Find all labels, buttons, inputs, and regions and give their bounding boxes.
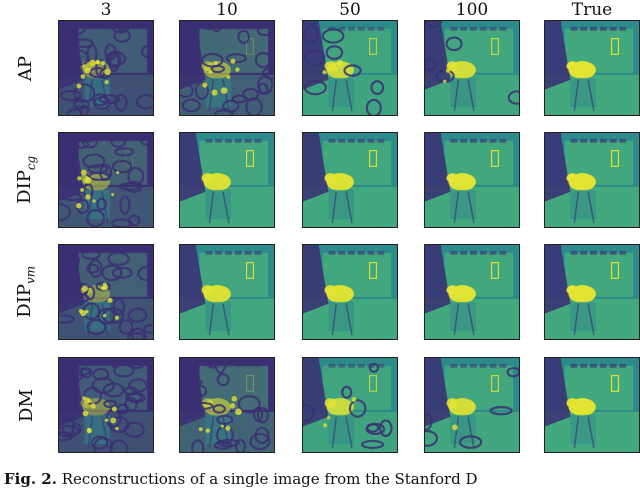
- reconstruction-image: [545, 21, 639, 115]
- reconstruction-tile: [302, 132, 398, 228]
- reconstruction-tile: [544, 244, 640, 340]
- reconstruction-tile: [424, 357, 520, 453]
- row-label-ap: AP: [15, 55, 37, 81]
- reconstruction-tile: [58, 244, 154, 340]
- row-label-dip-cg: DIPcg: [14, 155, 38, 205]
- reconstruction-image: [303, 358, 397, 452]
- reconstruction-tile: [544, 357, 640, 453]
- reconstruction-tile: [58, 20, 154, 116]
- reconstruction-image: [425, 245, 519, 339]
- reconstruction-tile: [179, 244, 275, 340]
- reconstruction-tile: [302, 244, 398, 340]
- row-label-dip-vm: DIPvm: [14, 266, 38, 318]
- figure-caption: Fig. 2. Reconstructions of a single imag…: [4, 470, 640, 488]
- reconstruction-tile: [424, 132, 520, 228]
- col-header-10: 10: [216, 0, 238, 20]
- reconstruction-image: [59, 358, 153, 452]
- reconstruction-tile: [302, 20, 398, 116]
- caption-label: Fig. 2.: [4, 470, 57, 488]
- col-header-100: 100: [455, 0, 489, 20]
- reconstruction-tile: [179, 357, 275, 453]
- reconstruction-image: [180, 21, 274, 115]
- row-label-dm: DM: [15, 388, 37, 422]
- reconstruction-tile: [544, 132, 640, 228]
- reconstruction-tile: [179, 132, 275, 228]
- reconstruction-tile: [58, 132, 154, 228]
- reconstruction-image: [180, 358, 274, 452]
- reconstruction-tile: [424, 20, 520, 116]
- reconstruction-tile: [179, 20, 275, 116]
- caption-text: Reconstructions of a single image from t…: [61, 470, 478, 488]
- reconstruction-tile: [302, 357, 398, 453]
- reconstruction-image: [425, 133, 519, 227]
- reconstruction-image: [545, 133, 639, 227]
- reconstruction-image: [425, 21, 519, 115]
- reconstruction-image: [59, 245, 153, 339]
- reconstruction-image: [180, 245, 274, 339]
- reconstruction-tile: [58, 357, 154, 453]
- col-header-3: 3: [100, 0, 112, 20]
- reconstruction-image: [303, 133, 397, 227]
- reconstruction-image: [545, 245, 639, 339]
- reconstruction-image: [545, 358, 639, 452]
- reconstruction-image: [180, 133, 274, 227]
- reconstruction-image: [59, 21, 153, 115]
- reconstruction-tile: [544, 20, 640, 116]
- col-header-50: 50: [339, 0, 361, 20]
- reconstruction-image: [59, 133, 153, 227]
- col-header-true: True: [571, 0, 613, 20]
- reconstruction-tile: [424, 244, 520, 340]
- reconstruction-image: [425, 358, 519, 452]
- reconstruction-image: [303, 21, 397, 115]
- reconstruction-image: [303, 245, 397, 339]
